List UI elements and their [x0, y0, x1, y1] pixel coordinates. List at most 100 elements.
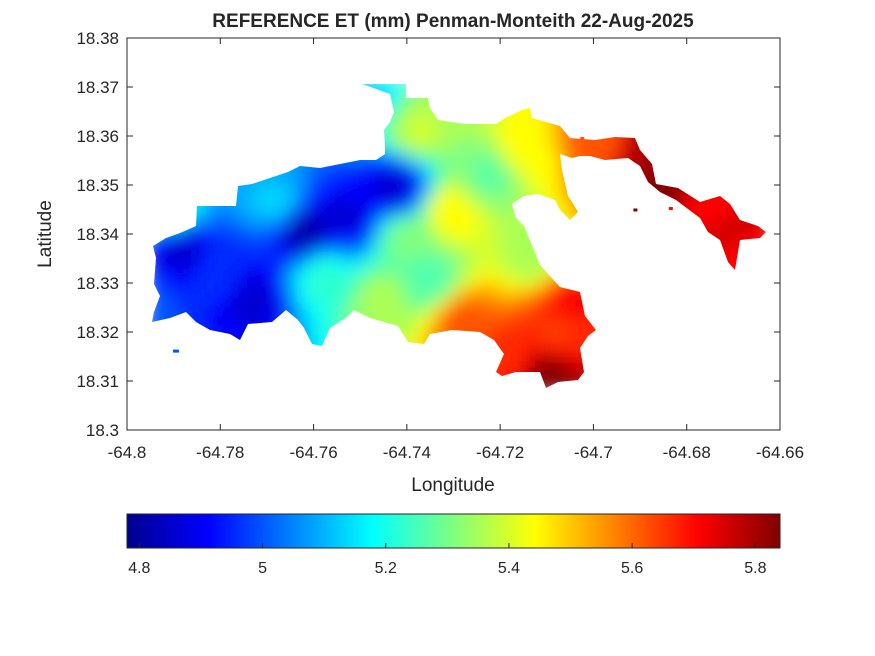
- field-cell: [155, 311, 165, 321]
- field-cell: [491, 263, 501, 273]
- field-cell: [315, 247, 325, 257]
- field-cell: [363, 215, 373, 225]
- field-cell: [211, 223, 221, 233]
- field-cell: [451, 223, 461, 233]
- field-cell: [427, 191, 437, 201]
- field-cell: [499, 327, 509, 337]
- field-cell: [715, 207, 725, 217]
- field-cell: [315, 175, 325, 185]
- field-cell: [267, 207, 277, 217]
- field-cell: [155, 287, 165, 297]
- field-cell: [755, 223, 765, 233]
- field-cell: [467, 151, 477, 161]
- field-cell: [443, 287, 453, 297]
- field-cell: [491, 319, 501, 329]
- field-cell: [411, 111, 421, 121]
- field-cell: [267, 175, 277, 185]
- field-cell: [427, 327, 437, 337]
- field-cell: [499, 167, 509, 177]
- field-cell: [331, 175, 341, 185]
- field-cell: [203, 255, 213, 265]
- field-cell: [243, 231, 253, 241]
- field-cell: [323, 311, 333, 321]
- field-cell: [451, 231, 461, 241]
- field-cell: [155, 239, 165, 249]
- field-cell: [499, 255, 509, 265]
- field-cell: [243, 287, 253, 297]
- field-cell: [355, 199, 365, 209]
- field-cell: [411, 231, 421, 241]
- field-cell: [435, 231, 445, 241]
- field-cell: [155, 255, 165, 265]
- field-cell: [475, 159, 485, 169]
- field-cell: [507, 159, 517, 169]
- field-cell: [507, 319, 517, 329]
- field-cell: [587, 143, 597, 153]
- field-cell: [251, 199, 261, 209]
- field-cell: [419, 111, 429, 121]
- field-cell: [395, 247, 405, 257]
- field-cell: [403, 335, 413, 345]
- field-cell: [435, 127, 445, 137]
- field-cell: [515, 279, 525, 289]
- y-tick-label: 18.35: [76, 176, 119, 195]
- field-cell: [563, 343, 573, 353]
- field-cell: [355, 303, 365, 313]
- field-cell: [187, 279, 197, 289]
- field-cell: [427, 255, 437, 265]
- field-cell: [459, 207, 469, 217]
- field-cell: [411, 191, 421, 201]
- field-cell: [627, 151, 637, 161]
- field-cell: [475, 255, 485, 265]
- field-cell: [531, 343, 541, 353]
- field-cell: [395, 103, 405, 113]
- field-cell: [627, 143, 637, 153]
- field-cell: [195, 247, 205, 257]
- field-cell: [555, 351, 565, 361]
- field-cell: [707, 215, 717, 225]
- colorbar-tick-label: 5.4: [498, 560, 520, 577]
- field-cell: [523, 263, 533, 273]
- field-cell: [539, 167, 549, 177]
- field-cell: [195, 319, 205, 329]
- field-cell: [515, 111, 525, 121]
- field-cell: [179, 279, 189, 289]
- field-cell: [451, 287, 461, 297]
- field-cell: [315, 207, 325, 217]
- field-cell: [411, 239, 421, 249]
- field-cell: [451, 255, 461, 265]
- field-cell: [419, 263, 429, 273]
- field-cell: [507, 239, 517, 249]
- field-cell: [507, 231, 517, 241]
- field-cell: [275, 303, 285, 313]
- field-cell: [411, 175, 421, 185]
- field-cell: [403, 263, 413, 273]
- field-cell: [531, 151, 541, 161]
- field-cell: [267, 255, 277, 265]
- field-cell: [555, 159, 565, 169]
- field-cell: [211, 295, 221, 305]
- field-cell: [507, 111, 517, 121]
- field-cell: [363, 199, 373, 209]
- field-cell: [451, 207, 461, 217]
- field-cell: [507, 359, 517, 369]
- field-cell: [555, 311, 565, 321]
- field-cell: [435, 167, 445, 177]
- field-cell: [547, 335, 557, 345]
- field-cell: [395, 215, 405, 225]
- field-cell: [475, 175, 485, 185]
- field-cell: [291, 303, 301, 313]
- field-cell: [563, 143, 573, 153]
- field-cell: [275, 263, 285, 273]
- field-cell: [483, 159, 493, 169]
- field-cell: [219, 271, 229, 281]
- field-cell: [443, 183, 453, 193]
- field-cell: [299, 223, 309, 233]
- field-cell: [491, 167, 501, 177]
- field-cell: [315, 327, 325, 337]
- field-cell: [395, 207, 405, 217]
- field-cell: [467, 247, 477, 257]
- field-cell: [387, 311, 397, 321]
- field-cell: [619, 143, 629, 153]
- field-cell: [363, 295, 373, 305]
